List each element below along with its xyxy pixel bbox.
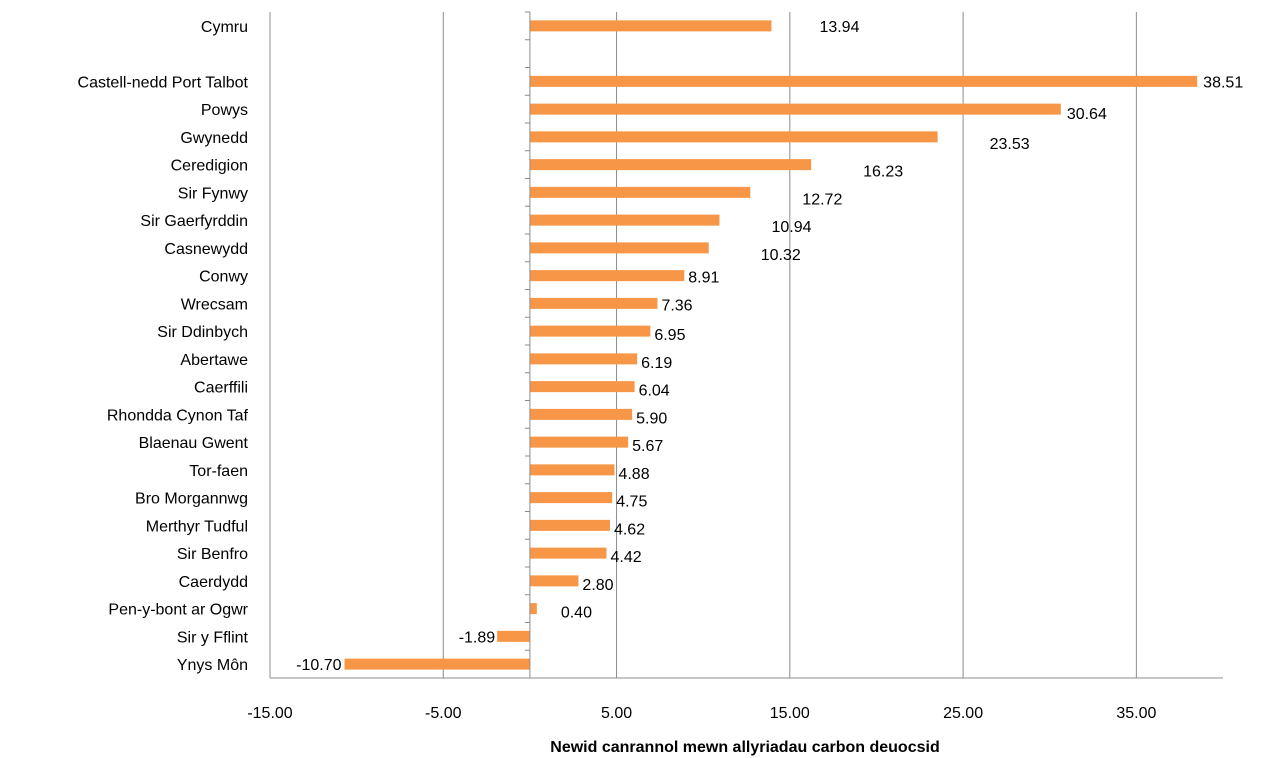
category-label: Sir Fynwy bbox=[178, 185, 248, 202]
data-label: 6.19 bbox=[641, 355, 672, 372]
category-label: Blaenau Gwent bbox=[139, 435, 249, 452]
data-label: -1.89 bbox=[459, 629, 496, 646]
category-label: Ynys Môn bbox=[177, 657, 248, 674]
category-label: Pen-y-bont ar Ogwr bbox=[108, 602, 248, 619]
data-label: 13.94 bbox=[819, 19, 859, 36]
data-label: 5.67 bbox=[632, 438, 663, 455]
category-label: Sir Gaerfyrddin bbox=[140, 213, 248, 230]
bar bbox=[529, 492, 613, 504]
bar bbox=[529, 408, 633, 420]
x-tick-label: 25.00 bbox=[943, 705, 983, 722]
bar bbox=[497, 630, 530, 642]
bar bbox=[529, 159, 812, 171]
bar bbox=[529, 214, 720, 226]
data-label: 2.80 bbox=[582, 577, 613, 594]
bar bbox=[529, 603, 537, 615]
bar bbox=[529, 353, 638, 365]
bar bbox=[529, 547, 607, 559]
category-label: Caerdydd bbox=[179, 574, 248, 591]
x-tick-label: -15.00 bbox=[247, 705, 292, 722]
data-label: 4.88 bbox=[618, 466, 649, 483]
data-label: 6.95 bbox=[654, 327, 685, 344]
x-tick-label: -5.00 bbox=[425, 705, 462, 722]
category-label: Abertawe bbox=[180, 352, 248, 369]
data-label: 10.32 bbox=[761, 247, 801, 264]
data-label: 30.64 bbox=[1067, 106, 1107, 123]
category-label: Castell-nedd Port Talbot bbox=[78, 74, 249, 91]
data-label: 7.36 bbox=[661, 297, 692, 314]
value-labels: 13.94 38.51 30.64 23.53 16.23 12.72 10.94 10.32… bbox=[296, 19, 1243, 674]
bar bbox=[529, 103, 1061, 115]
bar bbox=[344, 658, 530, 670]
bar bbox=[529, 575, 579, 587]
category-label: Sir Ddinbych bbox=[157, 324, 248, 341]
bar bbox=[529, 131, 938, 143]
category-label: Caerffili bbox=[194, 380, 248, 397]
bar bbox=[529, 20, 772, 32]
category-label: Rhondda Cynon Taf bbox=[107, 407, 249, 424]
data-label: 12.72 bbox=[802, 191, 842, 208]
bars bbox=[344, 20, 1198, 670]
bar bbox=[529, 75, 1198, 87]
category-label: Wrecsam bbox=[181, 296, 248, 313]
data-label: 23.53 bbox=[990, 136, 1030, 153]
data-label: 0.40 bbox=[561, 605, 592, 622]
category-label: Sir y Fflint bbox=[177, 629, 249, 646]
category-label: Cymru bbox=[201, 19, 248, 36]
bar bbox=[529, 297, 658, 309]
category-label: Gwynedd bbox=[180, 130, 248, 147]
category-label: Merthyr Tudful bbox=[146, 518, 248, 535]
data-label: 5.90 bbox=[636, 410, 667, 427]
category-label: Tor-faen bbox=[189, 463, 248, 480]
data-label: -10.70 bbox=[296, 657, 341, 674]
x-tick-label: 5.00 bbox=[601, 705, 632, 722]
bar bbox=[529, 270, 685, 282]
data-label: 4.62 bbox=[614, 521, 645, 538]
data-label: 38.51 bbox=[1203, 74, 1243, 91]
category-label: Ceredigion bbox=[171, 158, 248, 175]
axes bbox=[269, 11, 1223, 679]
bar bbox=[529, 436, 629, 448]
x-tick-labels: -15.00 -5.00 5.00 15.00 25.00 35.00 bbox=[247, 705, 1156, 722]
data-label: 4.75 bbox=[616, 494, 647, 511]
bar bbox=[529, 519, 610, 531]
x-tick-label: 35.00 bbox=[1116, 705, 1156, 722]
data-label: 6.04 bbox=[639, 383, 670, 400]
category-label: Casnewydd bbox=[164, 241, 248, 258]
category-label: Bro Morgannwg bbox=[135, 491, 248, 508]
category-labels: Cymru Castell-nedd Port Talbot Powys Gwyned… bbox=[78, 19, 249, 674]
bar bbox=[529, 325, 651, 337]
data-label: 8.91 bbox=[688, 270, 719, 287]
data-label: 16.23 bbox=[863, 164, 903, 181]
category-label: Conwy bbox=[199, 269, 248, 286]
data-label: 10.94 bbox=[771, 219, 811, 236]
x-tick-label: 15.00 bbox=[770, 705, 810, 722]
bar bbox=[529, 186, 751, 198]
gridlines bbox=[442, 12, 1137, 678]
category-label: Powys bbox=[201, 102, 248, 119]
x-axis-title: Newid canrannol mewn allyriadau carbon d… bbox=[550, 739, 939, 756]
bar bbox=[529, 242, 709, 254]
bar bbox=[529, 381, 635, 393]
category-label: Sir Benfro bbox=[177, 546, 248, 563]
bar bbox=[529, 464, 615, 476]
data-label: 4.42 bbox=[610, 549, 641, 566]
